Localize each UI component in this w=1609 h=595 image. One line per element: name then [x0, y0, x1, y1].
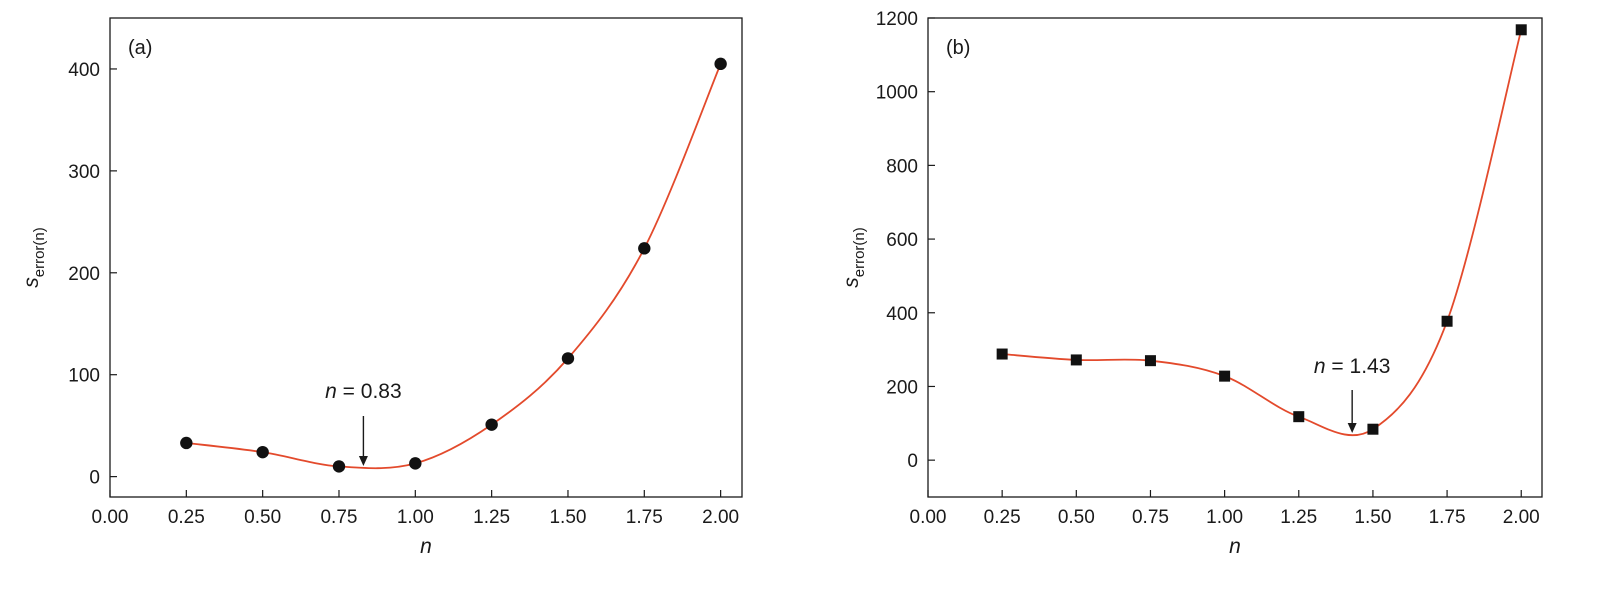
panel-label: (b): [946, 37, 970, 59]
y-tick-label: 400: [886, 304, 918, 325]
data-point: [1293, 411, 1305, 423]
x-tick-label: 1.25: [473, 507, 510, 528]
data-point: [180, 436, 193, 450]
data-point: [638, 242, 651, 255]
y-tick-label: 800: [886, 156, 918, 177]
x-tick-label: 1.50: [1354, 507, 1391, 528]
y-axis-title-subscript: error(n): [31, 227, 48, 277]
data-point: [714, 57, 727, 71]
x-tick-label: 0.50: [244, 507, 281, 528]
data-point: [409, 457, 422, 470]
x-tick-label: 0.25: [168, 507, 205, 528]
x-tick-label: 0.00: [92, 507, 129, 528]
data-point: [1070, 354, 1082, 366]
annotation-variable: n: [1314, 355, 1326, 378]
panel-label: (a): [128, 37, 152, 59]
annotation-arrow-head: [1347, 423, 1357, 433]
y-tick-label: 200: [886, 377, 918, 398]
plot-frame: [927, 17, 1543, 498]
annotation-value: = 1.43: [1326, 355, 1391, 378]
minimum-annotation-text: n = 0.83: [325, 380, 402, 403]
data-point: [485, 418, 498, 431]
data-point: [1515, 24, 1527, 36]
data-point: [1144, 355, 1156, 367]
x-tick-label: 1.00: [397, 507, 434, 528]
plot-frame: [109, 17, 743, 498]
data-point: [996, 348, 1008, 360]
y-tick-label: 0: [89, 468, 100, 489]
annotation-value: = 0.83: [337, 380, 402, 403]
data-point: [561, 352, 575, 365]
chart-panel-a: 0.00 0.25 0.50 0.75 1.00 1.25 1.50 1.75 2.00 0 100…: [20, 17, 743, 558]
x-axis-title: n: [1229, 535, 1241, 558]
y-tick-label: 600: [886, 230, 918, 251]
chart-panel-b: 0.00 0.25 0.50 0.75 1.00 1.25 1.50 1.75 2.00 0 200…: [840, 9, 1543, 558]
annotation-arrow-head: [358, 456, 368, 466]
y-tick-label: 300: [68, 162, 100, 183]
x-tick-label: 1.75: [626, 507, 663, 528]
x-tick-label: 2.00: [1503, 507, 1540, 528]
x-tick-label: 0.50: [1058, 507, 1095, 528]
data-point: [256, 445, 269, 459]
x-tick-label: 0.25: [984, 507, 1021, 528]
x-tick-label: 0.75: [320, 507, 357, 528]
data-point: [332, 460, 346, 473]
fit-curve: [186, 63, 722, 470]
y-tick-label: 1200: [876, 9, 918, 30]
y-axis-title: serror(n): [20, 227, 48, 288]
y-axis-title: serror(n): [840, 227, 868, 288]
y-tick-label: 100: [68, 366, 100, 387]
data-point: [1219, 370, 1231, 382]
annotation-variable: n: [325, 380, 337, 403]
fit-curve: [1002, 29, 1523, 437]
y-tick-label: 1000: [876, 83, 918, 104]
x-tick-label: 1.00: [1206, 507, 1243, 528]
minimum-annotation-text: n = 1.43: [1314, 355, 1391, 378]
y-axis-title-subscript: error(n): [851, 227, 868, 277]
data-point: [1441, 315, 1453, 327]
x-tick-label: 2.00: [702, 507, 739, 528]
x-tick-label: 1.75: [1429, 507, 1466, 528]
data-point: [1367, 423, 1379, 435]
x-tick-label: 1.50: [549, 507, 586, 528]
x-tick-label: 0.00: [910, 507, 947, 528]
x-tick-label: 0.75: [1132, 507, 1169, 528]
x-axis-title: n: [420, 535, 432, 558]
y-tick-label: 0: [907, 451, 918, 472]
y-tick-label: 200: [68, 264, 100, 285]
y-axis-title-main: s: [840, 277, 863, 288]
y-axis-title-main: s: [20, 277, 43, 288]
x-tick-label: 1.25: [1280, 507, 1317, 528]
y-tick-label: 400: [68, 60, 100, 81]
